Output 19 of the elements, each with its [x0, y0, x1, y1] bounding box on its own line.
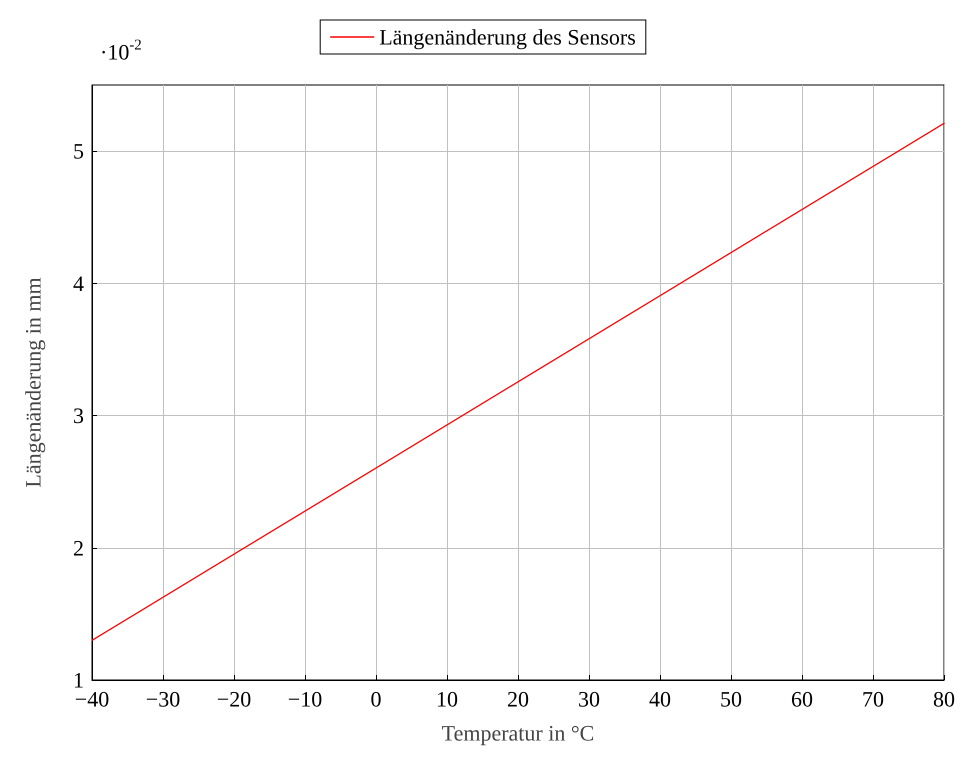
x-tick-label: 70: [862, 686, 884, 712]
x-tick-label: 60: [791, 686, 813, 712]
y-tick-label: 5: [73, 138, 84, 164]
x-tick-label: 50: [720, 686, 742, 712]
x-tick-label: 0: [370, 686, 382, 712]
x-tick-label: −30: [146, 686, 180, 712]
x-tick-label: −10: [288, 686, 322, 712]
y-tick-label: 3: [73, 403, 84, 428]
legend-label: Längenänderung des Sensors: [379, 24, 636, 50]
x-tick-label: 10: [436, 686, 458, 712]
y-axis-title: Längenänderung in mm: [20, 277, 46, 488]
x-tick-label: −20: [216, 686, 252, 712]
x-tick-label: 20: [507, 686, 529, 712]
x-tick-label: 30: [578, 686, 600, 712]
x-tick-label: 80: [933, 686, 955, 712]
x-tick-label: 40: [649, 686, 671, 712]
y-tick-label: 4: [73, 270, 84, 296]
y-tick-label: 2: [73, 535, 84, 560]
x-axis-title: Temperatur in °C: [442, 720, 594, 746]
